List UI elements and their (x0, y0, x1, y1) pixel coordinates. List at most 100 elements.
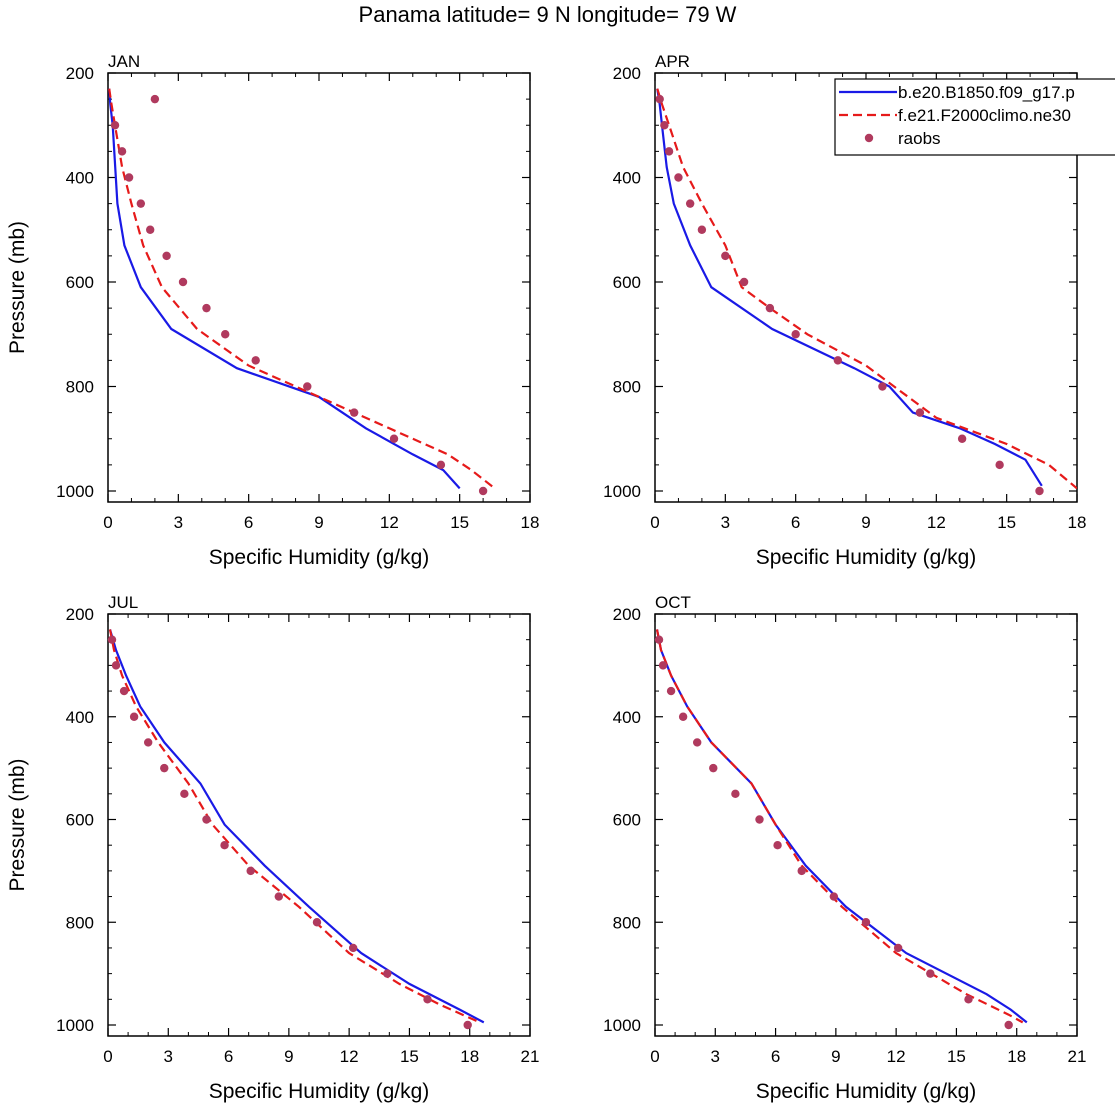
raobs-point (666, 686, 676, 696)
raobs-point (383, 969, 392, 978)
x-tick-label: 3 (174, 513, 183, 532)
raobs-point (251, 356, 260, 365)
y-tick-label: 800 (66, 913, 94, 932)
series-line-b-e20 (108, 629, 485, 1024)
raobs-point (146, 225, 155, 234)
raobs-point (143, 738, 153, 747)
x-tick-label: 18 (1068, 513, 1087, 532)
y-tick-label: 600 (613, 811, 641, 830)
panel-month-label: JUL (108, 593, 138, 612)
series-line-f-e21 (655, 629, 1024, 1024)
y-tick-label: 800 (66, 378, 94, 397)
raobs-point (654, 635, 664, 644)
raobs-point (915, 408, 925, 417)
raobs-point (202, 303, 211, 313)
y-tick-label: 1000 (56, 1016, 94, 1035)
raobs-point (833, 356, 843, 365)
raobs-point (180, 789, 189, 799)
plot-frame (107, 613, 531, 1037)
raobs-point (731, 789, 740, 799)
raobs-point (150, 94, 160, 104)
panel-oct: 0 3 6 9 12 15 18 21 200 400 600 800 1000 OCT Specific … (603, 593, 1086, 1103)
x-tick-label: 18 (460, 1047, 479, 1066)
raobs-point (693, 738, 702, 747)
x-tick-label: 9 (831, 1047, 840, 1066)
y-tick-label: 200 (66, 605, 94, 624)
y-tick-label: 800 (613, 378, 641, 397)
figure-title: Panama latitude= 9 N longitude= 79 W (358, 2, 737, 27)
y-tick-label: 400 (66, 169, 94, 188)
raobs-point (957, 434, 967, 443)
raobs-point (765, 303, 775, 313)
x-tick-label: 9 (314, 513, 323, 532)
raobs-point (389, 434, 399, 443)
x-tick-label: 0 (103, 513, 112, 532)
raobs-point (926, 969, 935, 978)
raobs-point (202, 815, 211, 824)
x-tick-label: 12 (887, 1047, 906, 1066)
y-tick-label: 600 (66, 273, 94, 292)
x-tick-label: 21 (521, 1047, 540, 1066)
y-tick-label: 600 (613, 273, 641, 292)
raobs-point (274, 892, 284, 901)
raobs-point (658, 661, 668, 670)
raobs-point (797, 866, 806, 876)
raobs-point (312, 918, 322, 927)
legend-label: b.e20.B1850.f09_g17.p (898, 83, 1075, 102)
raobs-point (674, 173, 683, 182)
series-line-b-e20 (655, 629, 1028, 1024)
x-tick-label: 15 (947, 1047, 966, 1066)
raobs-point (829, 892, 839, 901)
series-line-b-e20 (108, 88, 461, 490)
y-tick-label: 200 (613, 605, 641, 624)
legend-dot-icon (864, 133, 874, 143)
y-tick-label: 1000 (56, 482, 94, 501)
raobs-point (878, 382, 887, 391)
raobs-point (739, 277, 749, 287)
panel-jan: 0 3 6 9 12 15 18 200 400 600 800 1000 JAN Specific Hu… (6, 52, 539, 569)
y-tick-label: 200 (66, 64, 94, 83)
y-tick-label: 1000 (603, 482, 641, 501)
panel-jul: 0 3 6 9 12 15 18 21 200 400 600 800 1000 JUL Specific … (6, 593, 539, 1103)
panel-month-label: JAN (108, 52, 140, 71)
y-tick-label: 400 (613, 708, 641, 727)
x-tick-label: 15 (997, 513, 1016, 532)
raobs-point (773, 840, 782, 850)
x-tick-label: 3 (721, 513, 730, 532)
raobs-point (160, 763, 169, 773)
y-tick-label: 400 (66, 708, 94, 727)
raobs-point (964, 995, 973, 1004)
series-line-f-e21 (108, 629, 481, 1024)
y-tick-label: 400 (613, 169, 641, 188)
raobs-point (678, 712, 688, 721)
series-line-f-e21 (108, 88, 496, 490)
x-tick-label: 0 (103, 1047, 112, 1066)
raobs-point (685, 199, 695, 208)
plot-frame (654, 613, 1078, 1037)
raobs-point (1004, 1020, 1013, 1030)
raobs-point (664, 147, 674, 156)
x-tick-label: 9 (861, 513, 870, 532)
x-tick-label: 3 (711, 1047, 720, 1066)
raobs-point (755, 815, 764, 824)
raobs-point (1035, 486, 1044, 496)
raobs-point (221, 330, 230, 339)
raobs-point (463, 1020, 472, 1030)
x-tick-label: 9 (284, 1047, 293, 1066)
raobs-point (348, 943, 358, 953)
x-tick-label: 18 (1007, 1047, 1026, 1066)
x-axis-label: Specific Humidity (g/kg) (756, 1080, 977, 1103)
x-tick-label: 6 (244, 513, 253, 532)
raobs-point (478, 486, 488, 496)
legend-label: f.e21.F2000climo.ne30 (898, 106, 1071, 125)
y-tick-label: 200 (613, 64, 641, 83)
raobs-point (655, 94, 664, 104)
raobs-point (349, 408, 359, 417)
raobs-point (136, 199, 146, 208)
raobs-point (721, 251, 730, 261)
panel-apr: 0 3 6 9 12 15 18 200 400 600 800 1000 APR Specific Hu… (603, 52, 1086, 569)
raobs-point (246, 866, 255, 876)
x-tick-label: 3 (164, 1047, 173, 1066)
panel-month-label: OCT (655, 593, 691, 612)
